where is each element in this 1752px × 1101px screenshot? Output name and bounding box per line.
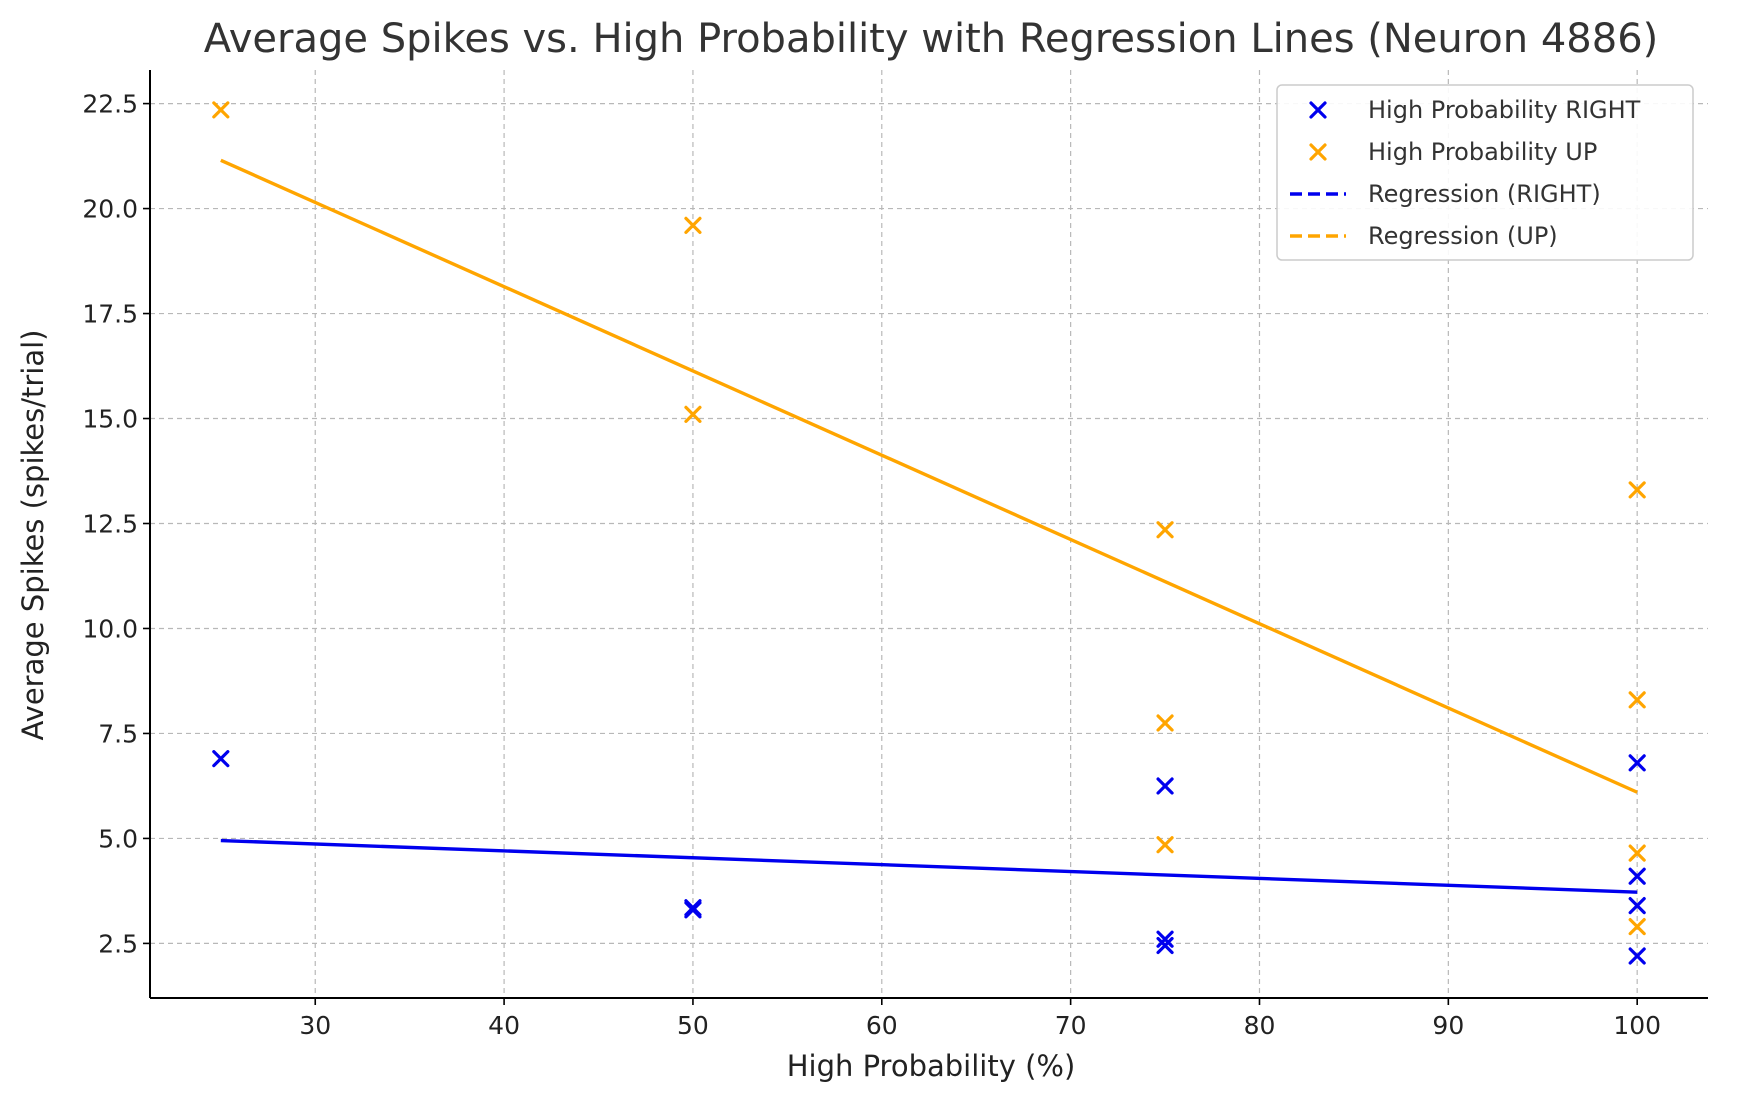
legend-frame xyxy=(1276,84,1694,261)
data-point xyxy=(684,216,702,234)
regression-line-2 xyxy=(220,838,1638,894)
data-point xyxy=(1628,947,1646,965)
x-tick-label: 70 xyxy=(1055,1011,1087,1040)
x-tick-label: 90 xyxy=(1432,1011,1464,1040)
y-tick-label: 22.5 xyxy=(82,90,138,119)
chart-title: Average Spikes vs. High Probability with… xyxy=(204,16,1659,62)
x-tick-label: 50 xyxy=(677,1011,709,1040)
legend-entry: Regression (RIGHT) xyxy=(1368,180,1601,208)
data-point xyxy=(212,750,230,768)
data-point xyxy=(1628,754,1646,772)
y-ticks: 2.5 5.0 7.5 10.0 12.5 15.0 17.5 20.0 22.5 xyxy=(82,90,150,958)
x-tick-label: 40 xyxy=(488,1011,520,1040)
data-points xyxy=(212,101,1646,965)
y-tick-label: 10.0 xyxy=(82,614,138,643)
y-axis-label: Average Spikes (spikes/trial) xyxy=(16,330,50,741)
legend-items: High Probability RIGHT High Probability U… xyxy=(1290,96,1641,250)
y-tick-label: 17.5 xyxy=(82,300,138,329)
y-tick-label: 2.5 xyxy=(98,929,138,958)
data-point xyxy=(1156,936,1174,955)
data-point xyxy=(1628,918,1646,936)
legend-entry: High Probability RIGHT xyxy=(1368,96,1641,124)
x-tick-label: 60 xyxy=(866,1011,898,1040)
regression-lines xyxy=(220,158,1638,894)
x-tick-label: 30 xyxy=(299,1011,331,1040)
data-point xyxy=(1156,777,1174,795)
y-tick-label: 7.5 xyxy=(98,719,138,748)
data-point xyxy=(1156,714,1174,732)
data-point xyxy=(1628,691,1646,709)
data-point xyxy=(1628,844,1646,862)
y-tick-label: 5.0 xyxy=(98,824,138,853)
y-tick-label: 20.0 xyxy=(82,195,138,224)
data-point xyxy=(1628,481,1646,499)
data-point xyxy=(684,899,702,917)
data-point xyxy=(1628,867,1646,885)
y-tick-label: 12.5 xyxy=(82,510,138,539)
data-point xyxy=(212,101,230,119)
y-tick-label: 15.0 xyxy=(82,405,138,434)
x-ticks: 30 40 50 60 70 80 90 100 xyxy=(299,998,1661,1040)
legend-marker xyxy=(1309,143,1327,161)
regression-line-3 xyxy=(220,158,1638,794)
data-point xyxy=(1628,897,1646,915)
x-tick-label: 100 xyxy=(1613,1011,1661,1040)
data-point xyxy=(684,405,702,423)
x-axis-label: High Probability (%) xyxy=(787,1049,1076,1083)
legend: High Probability RIGHT High Probability U… xyxy=(1276,84,1694,261)
data-point xyxy=(1156,930,1174,948)
x-tick-label: 80 xyxy=(1244,1011,1276,1040)
legend-marker xyxy=(1309,101,1327,119)
legend-entry: Regression (UP) xyxy=(1368,222,1558,250)
legend-entry: High Probability UP xyxy=(1368,138,1597,166)
data-point xyxy=(1156,836,1174,854)
data-point xyxy=(1156,521,1174,539)
